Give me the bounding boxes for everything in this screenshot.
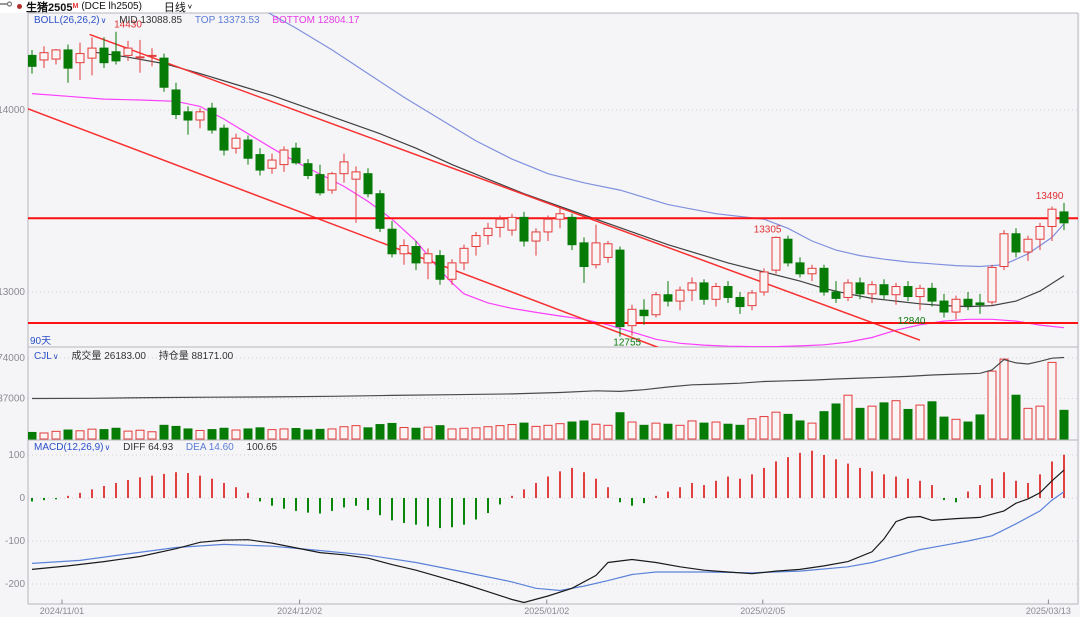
chevron-down-icon: ∨ — [104, 443, 111, 452]
macd-indicator-row: MACD(12,26,9)∨ DIFF 64.93 DEA 14.60 100.… — [34, 442, 277, 453]
period-label: 日线 — [163, 1, 186, 14]
svg-text:12755: 12755 — [613, 338, 641, 349]
svg-text:13490: 13490 — [1036, 191, 1064, 202]
cjl-selector[interactable]: CJL∨ — [34, 351, 61, 362]
volume-indicator-row: CJL∨ 成交量 26183.00 持仓量 88171.00 — [34, 347, 233, 362]
dea-label: DEA — [185, 442, 206, 453]
open-interest-value: 88171.00 — [191, 351, 234, 362]
svg-text:14430: 14430 — [114, 20, 142, 31]
visible-range-label: 90天 — [30, 336, 52, 347]
svg-text:14000: 14000 — [0, 105, 25, 116]
boll-top-label: TOP — [194, 15, 216, 26]
svg-text:2024/11/01: 2024/11/01 — [40, 606, 84, 616]
svg-text:2024/12/02: 2024/12/02 — [277, 606, 322, 616]
chevron-down-icon: ∨ — [186, 2, 193, 11]
svg-text:13000: 13000 — [0, 287, 25, 298]
svg-text:100: 100 — [8, 450, 25, 461]
period-selector[interactable]: 日线 ∨ — [164, 0, 193, 15]
macd-histogram — [31, 450, 1065, 529]
svg-text:-200: -200 — [5, 579, 25, 590]
dea-value: 14.60 — [208, 442, 234, 453]
svg-text:2025/01/02: 2025/01/02 — [524, 606, 569, 616]
price-annotations: 14430 13305 13490 12755 12840 — [114, 20, 1064, 349]
boll-bottom-label: BOTTOM — [272, 15, 315, 26]
macd-name: MACD(12,26,9) — [34, 442, 104, 453]
open-interest-line — [31, 356, 1065, 400]
boll-bottom-value: 12804.17 — [317, 15, 360, 26]
boll-top-value: 13373.53 — [217, 15, 260, 26]
svg-text:13305: 13305 — [754, 224, 782, 235]
macd-value: 100.65 — [246, 442, 278, 453]
y-axis-labels: 14000 13000 74000 37000 100 0 -100 -200 — [0, 105, 25, 590]
svg-text:37000: 37000 — [0, 394, 25, 405]
volume-value: 26183.00 — [104, 351, 146, 362]
open-interest-label: 持仓量 — [158, 351, 189, 362]
volume-label: 成交量 — [71, 351, 102, 362]
boll-name: BOLL(26,26,2) — [34, 15, 100, 26]
macd-selector[interactable]: MACD(12,26,9)∨ — [34, 442, 113, 453]
horizontal-lines — [28, 217, 1078, 324]
boll-mid-label: MID — [119, 15, 138, 26]
chevron-down-icon: ∨ — [100, 16, 107, 25]
gridlines — [28, 109, 1078, 585]
svg-text:0: 0 — [19, 493, 25, 504]
boll-selector[interactable]: BOLL(26,26,2)∨ — [34, 15, 109, 26]
boll-mid-value: 13088.85 — [140, 15, 183, 26]
boll-indicator-row: BOLL(26,26,2)∨ MID 13088.85 TOP 13373.53… — [34, 15, 359, 26]
chevron-down-icon: ∨ — [52, 352, 59, 361]
pane-borders — [27, 12, 1079, 605]
title-bar: 生猪2505 M (DCE lh2505) 日线 ∨ — [0, 0, 1080, 15]
symbol-superscript: M — [72, 3, 79, 10]
volume-bars — [28, 358, 1069, 440]
candles — [28, 31, 1069, 337]
symbol-name[interactable]: 生猪2505 — [26, 1, 73, 14]
svg-text:2025/02/05: 2025/02/05 — [740, 606, 785, 616]
cjl-name: CJL — [34, 351, 52, 362]
date-axis-labels: 2024/11/01 2024/12/02 2025/01/02 2025/02/05… — [40, 599, 1071, 616]
diff-value: 64.93 — [148, 442, 174, 453]
diff-dea-lines — [31, 469, 1065, 604]
svg-text:2025/03/13: 2025/03/13 — [1026, 606, 1071, 616]
contract-code: (DCE lh2505) — [81, 1, 142, 12]
svg-text:74000: 74000 — [0, 353, 25, 364]
symbol-dot-icon — [17, 4, 22, 9]
diff-label: DIFF — [123, 442, 146, 453]
svg-text:-100: -100 — [5, 536, 25, 547]
svg-text:12840: 12840 — [898, 316, 926, 327]
trendlines — [28, 33, 921, 347]
